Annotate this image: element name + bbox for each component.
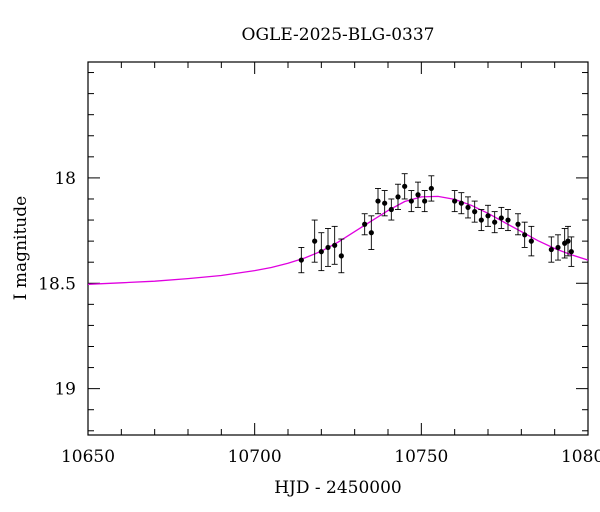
axis-ticks xyxy=(87,62,589,435)
x-tick-label: 10800 xyxy=(561,447,600,467)
point-marker xyxy=(528,238,534,244)
data-point xyxy=(505,209,511,232)
point-marker xyxy=(318,249,324,255)
point-marker xyxy=(548,246,554,253)
point-marker xyxy=(375,198,381,204)
y-axis-label: I magnitude xyxy=(11,196,31,300)
data-point xyxy=(471,200,478,223)
point-marker xyxy=(515,221,521,227)
data-point xyxy=(548,236,555,263)
model-curve-group xyxy=(88,195,588,285)
data-point xyxy=(528,225,535,257)
data-point xyxy=(485,204,491,227)
data-point xyxy=(498,206,505,229)
data-point xyxy=(375,187,381,215)
data-point xyxy=(568,236,575,267)
point-marker xyxy=(505,217,511,223)
point-marker xyxy=(458,200,464,206)
point-marker xyxy=(298,257,304,263)
data-points-group xyxy=(298,173,575,274)
model-curve xyxy=(88,195,588,285)
point-marker xyxy=(452,198,458,204)
data-point xyxy=(421,190,428,213)
y-tick-label: 18 xyxy=(54,169,76,189)
data-point xyxy=(298,246,305,274)
data-point xyxy=(565,225,571,257)
point-marker xyxy=(338,253,344,259)
plot-frame xyxy=(87,61,589,436)
point-marker xyxy=(332,242,338,248)
point-marker xyxy=(312,238,318,244)
axis-tick-labels: 10650 10700 10750 10800 18 18.5 19 xyxy=(38,169,600,467)
data-point xyxy=(451,190,458,213)
y-tick-label: 19 xyxy=(54,380,76,400)
point-marker xyxy=(498,215,504,221)
point-marker xyxy=(388,206,394,213)
point-marker xyxy=(402,183,408,189)
data-point xyxy=(331,225,338,265)
data-point xyxy=(521,221,528,248)
data-point xyxy=(381,190,388,217)
point-marker xyxy=(485,213,491,219)
data-point xyxy=(401,173,408,200)
data-point xyxy=(491,211,498,234)
x-tick-label: 10700 xyxy=(228,447,282,467)
data-point xyxy=(515,213,521,236)
point-marker xyxy=(478,217,484,223)
data-point xyxy=(458,192,465,215)
y-tick-label: 18.5 xyxy=(38,274,76,294)
x-axis-label: HJD - 2450000 xyxy=(274,478,402,498)
point-marker xyxy=(492,219,498,225)
point-marker xyxy=(472,209,478,215)
point-marker xyxy=(395,194,401,200)
point-marker xyxy=(428,185,434,192)
point-marker xyxy=(325,244,331,251)
chart-title: OGLE-2025-BLG-0337 xyxy=(242,25,435,45)
data-point xyxy=(465,196,471,219)
data-point xyxy=(325,228,331,267)
point-marker xyxy=(415,192,421,198)
data-point xyxy=(395,183,401,210)
data-point xyxy=(408,190,415,213)
data-point xyxy=(311,219,318,263)
data-point xyxy=(428,175,435,202)
x-tick-label: 10650 xyxy=(61,447,115,467)
point-marker xyxy=(555,244,561,251)
point-marker xyxy=(382,200,388,206)
data-point xyxy=(478,209,485,232)
point-marker xyxy=(465,204,471,211)
data-point xyxy=(388,198,395,221)
x-tick-label: 10750 xyxy=(394,447,448,467)
point-marker xyxy=(568,249,574,255)
data-point xyxy=(415,181,421,208)
data-point xyxy=(338,238,345,274)
data-point xyxy=(361,213,368,236)
point-marker xyxy=(565,238,571,244)
point-marker xyxy=(408,198,414,204)
data-point xyxy=(555,234,561,261)
point-marker xyxy=(362,221,368,227)
point-marker xyxy=(422,198,428,204)
data-point xyxy=(368,215,375,251)
point-marker xyxy=(522,232,528,238)
data-point xyxy=(318,232,325,272)
point-marker xyxy=(368,230,374,236)
